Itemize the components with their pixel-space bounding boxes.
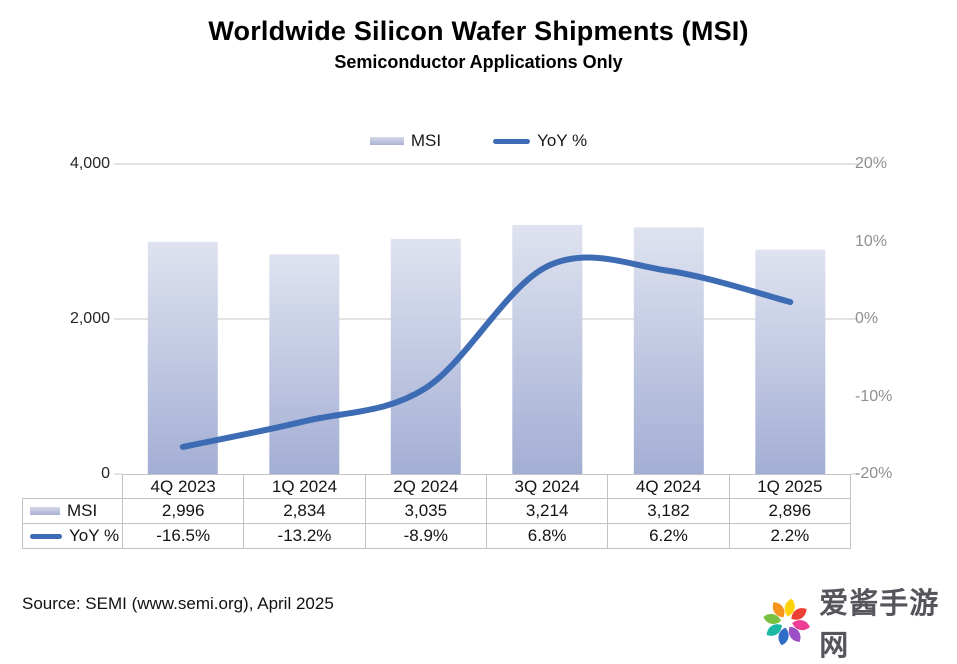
table-yoy-value-cell: -16.5% (121, 523, 245, 549)
data-table: 4Q 2023 1Q 2024 2Q 2024 3Q 2024 4Q 2024 1Q 20… (22, 474, 852, 549)
bar-series-key-icon (30, 507, 60, 515)
chart-subtitle: Semiconductor Applications Only (334, 52, 623, 72)
table-msi-value-cell: 2,996 (121, 498, 245, 524)
table-msi-value-cell: 3,214 (485, 498, 609, 524)
table-category-cell: 2Q 2024 (364, 474, 487, 499)
table-corner-cell (23, 475, 123, 499)
line-series-swatch-icon (493, 138, 531, 144)
combo-chart-canvas (114, 163, 858, 475)
msi-bar (269, 254, 340, 474)
line-series-key-icon (30, 533, 62, 539)
msi-bar (390, 238, 461, 474)
msi-bar (512, 224, 583, 474)
table-msi-value-cell: 2,896 (728, 498, 852, 524)
table-category-cell: 1Q 2025 (728, 474, 852, 499)
right-axis-tick-label: 10% (855, 232, 888, 250)
site-watermark: 爱酱手游网 (760, 580, 957, 664)
table-yoy-value-cell: -8.9% (364, 523, 487, 549)
chart-title: Worldwide Silicon Wafer Shipments (MSI) (208, 16, 749, 46)
watermark-text: 爱酱手游网 (819, 588, 940, 662)
right-axis-tick-label: 20% (855, 155, 888, 172)
legend-label-msi: MSI (410, 131, 442, 150)
legend-label-yoy: YoY % (537, 131, 588, 150)
pinwheel-petal (772, 602, 785, 618)
chart-page: { "title": "Worldwide Silicon Wafer Ship… (0, 16, 957, 662)
table-msi-value-cell: 2,834 (243, 498, 366, 524)
table-msi-value-cell: 3,182 (607, 498, 730, 524)
left-axis-tick-label: 0 (101, 465, 110, 482)
pinwheel-petal (792, 619, 810, 631)
pinwheel-petal (763, 613, 782, 625)
yoy-line (179, 254, 794, 450)
pinwheel-petal (766, 624, 782, 636)
msi-bar (755, 249, 826, 474)
table-yoy-value-cell: 6.8% (485, 523, 609, 549)
right-axis-tick-label: -20% (855, 465, 893, 482)
table-msi-value-cell: 3,035 (364, 498, 487, 524)
right-axis-tick-label: -10% (855, 387, 893, 405)
chart-legend: MSI YoY % (0, 130, 957, 152)
pinwheel-petal (791, 608, 807, 620)
pinwheel-petal (784, 598, 795, 617)
legend-item-msi: MSI (369, 131, 442, 151)
table-category-cell: 3Q 2024 (485, 474, 609, 499)
source-note: Source: SEMI (www.semi.org), April 2025 (22, 594, 334, 613)
table-legend-key-yoy: YoY % (22, 523, 123, 549)
left-axis-tick-label: 4,000 (69, 155, 110, 172)
msi-bar (147, 241, 218, 474)
bar-series-swatch-icon (369, 137, 404, 145)
table-yoy-value-cell: 2.2% (728, 523, 852, 549)
table-yoy-value-cell: -13.2% (243, 523, 366, 549)
table-legend-key-msi: MSI (22, 498, 123, 524)
table-category-cell: 4Q 2023 (121, 474, 245, 499)
pinwheel-logo-icon (763, 598, 810, 646)
right-axis-tick-label: 0% (855, 310, 879, 327)
table-series-label: MSI (67, 501, 98, 520)
legend-item-yoy: YoY % (493, 131, 587, 151)
table-yoy-value-cell: 6.2% (607, 523, 730, 549)
table-category-cell: 4Q 2024 (607, 474, 730, 499)
left-axis-tick-label: 2,000 (69, 310, 110, 327)
table-series-label: YoY % (69, 526, 120, 545)
table-category-cell: 1Q 2024 (243, 474, 366, 499)
